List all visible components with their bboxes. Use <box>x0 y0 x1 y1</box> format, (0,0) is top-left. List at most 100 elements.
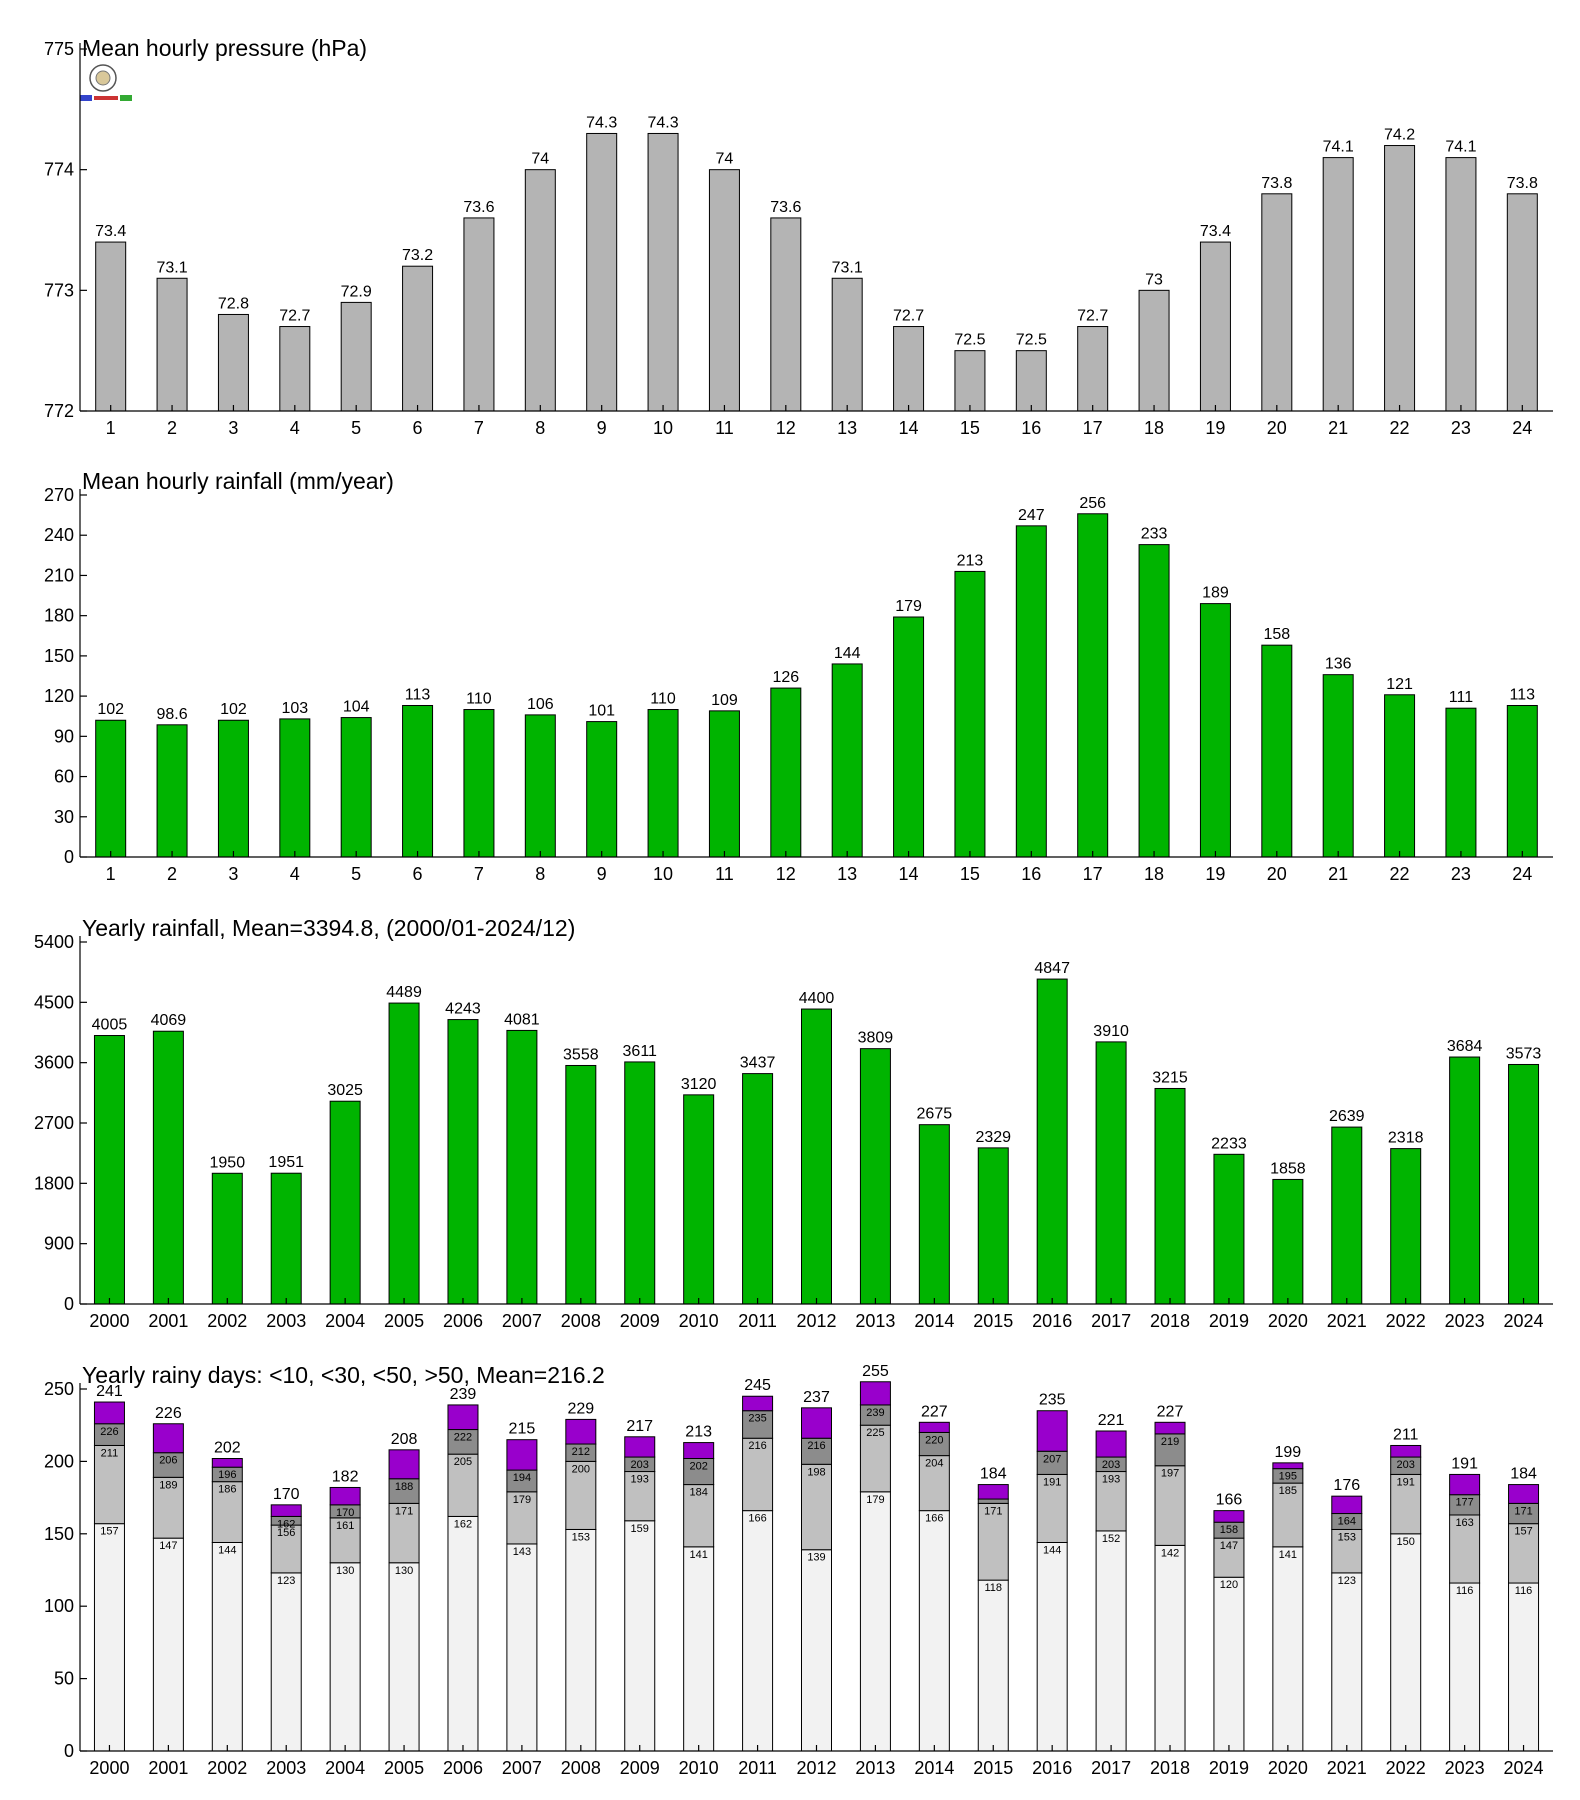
total-label: 227 <box>1157 1403 1184 1420</box>
bar <box>1077 513 1109 858</box>
bar <box>742 1073 774 1305</box>
bar <box>918 1124 950 1305</box>
stack-segment <box>624 1471 656 1522</box>
stack-segment <box>565 1418 597 1445</box>
total-label: 255 <box>862 1363 889 1380</box>
pressure-title: Mean hourly pressure (hPa) <box>82 35 367 61</box>
value-label: 110 <box>650 691 676 708</box>
x-tick-label: 2015 <box>973 1758 1013 1778</box>
x-tick-label: 22 <box>1390 864 1410 884</box>
y-tick-label: 100 <box>44 1596 74 1616</box>
value-label: 104 <box>343 699 370 716</box>
total-label: 184 <box>980 1466 1007 1483</box>
segment-label: 239 <box>866 1407 884 1419</box>
x-tick-label: 5 <box>351 418 361 438</box>
x-tick-label: 2016 <box>1032 1311 1072 1331</box>
stack-segment <box>1508 1582 1540 1752</box>
stack-segment <box>801 1437 832 1465</box>
value-label: 4847 <box>1034 960 1070 977</box>
bar <box>708 710 740 858</box>
y-tick-label: 772 <box>44 401 74 421</box>
segment-label: 153 <box>1338 1531 1356 1543</box>
y-tick-label: 2700 <box>34 1113 74 1133</box>
bar <box>1095 1041 1127 1305</box>
x-tick-label: 17 <box>1083 864 1103 884</box>
segment-label: 203 <box>1397 1459 1415 1471</box>
x-tick-label: 2009 <box>620 1311 660 1331</box>
segment-label: 162 <box>277 1518 295 1530</box>
stack-segment <box>801 1463 832 1551</box>
stack-segment <box>270 1504 302 1517</box>
stack-segment <box>1449 1473 1481 1496</box>
value-label: 110 <box>466 691 492 708</box>
x-tick-label: 24 <box>1512 418 1532 438</box>
value-label: 74.3 <box>647 114 678 131</box>
x-tick-label: 2020 <box>1268 1758 1308 1778</box>
segment-label: 147 <box>1220 1540 1238 1552</box>
total-label: 184 <box>1510 1466 1537 1483</box>
y-tick-label: 210 <box>44 565 74 585</box>
rainy-days-panel: Yearly rainy days: <10, <30, <50, >50, M… <box>44 1362 1553 1778</box>
x-tick-label: 13 <box>837 864 857 884</box>
stack-segment <box>977 1498 1009 1504</box>
segment-label: 120 <box>1220 1579 1238 1591</box>
stack-segment <box>1213 1510 1245 1523</box>
value-label: 73.6 <box>463 199 494 216</box>
x-tick-label: 19 <box>1205 864 1225 884</box>
bar <box>893 326 925 412</box>
y-tick-label: 5400 <box>34 932 74 952</box>
bar <box>1506 704 1538 858</box>
bar <box>954 570 986 858</box>
segment-label: 171 <box>1514 1505 1532 1517</box>
bar <box>95 241 127 412</box>
stack-segment <box>565 1528 597 1752</box>
bar <box>586 721 618 858</box>
segment-label: 177 <box>1455 1497 1473 1509</box>
total-label: 199 <box>1275 1444 1302 1461</box>
value-label: 72.5 <box>954 332 985 349</box>
bar <box>217 313 249 412</box>
x-tick-label: 2015 <box>973 1311 1013 1331</box>
x-tick-label: 2018 <box>1150 1758 1190 1778</box>
x-tick-label: 10 <box>653 864 673 884</box>
x-tick-label: 22 <box>1390 418 1410 438</box>
bar <box>270 1172 302 1305</box>
total-label: 208 <box>391 1431 418 1448</box>
stack-segment <box>1390 1533 1422 1752</box>
bar <box>586 132 618 412</box>
bar <box>708 169 740 412</box>
x-tick-label: 2002 <box>207 1311 247 1331</box>
stack-segment <box>801 1549 832 1752</box>
y-tick-label: 0 <box>64 1294 74 1314</box>
bar <box>340 301 372 412</box>
value-label: 256 <box>1079 495 1106 512</box>
segment-label: 144 <box>218 1544 236 1556</box>
x-tick-label: 14 <box>899 864 919 884</box>
stack-segment <box>683 1546 715 1752</box>
x-tick-label: 15 <box>960 418 980 438</box>
segment-label: 191 <box>1043 1476 1061 1488</box>
x-tick-label: 20 <box>1267 864 1287 884</box>
stack-segment <box>859 1491 891 1752</box>
stack-segment <box>1213 1576 1245 1752</box>
stack-segment <box>152 1537 184 1752</box>
stack-segment <box>683 1442 715 1460</box>
value-label: 72.7 <box>279 308 310 325</box>
value-label: 73.8 <box>1507 175 1538 192</box>
value-label: 73.2 <box>402 247 433 264</box>
x-tick-label: 2012 <box>796 1311 836 1331</box>
segment-label: 171 <box>984 1505 1002 1517</box>
x-tick-label: 2014 <box>914 1758 954 1778</box>
x-tick-label: 2021 <box>1327 1311 1367 1331</box>
bar <box>1036 978 1068 1305</box>
x-tick-label: 14 <box>899 418 919 438</box>
value-label: 74.1 <box>1323 139 1354 156</box>
value-label: 74 <box>531 151 549 168</box>
x-tick-label: 1 <box>106 418 116 438</box>
stack-segment <box>742 1410 774 1439</box>
x-tick-label: 2024 <box>1504 1311 1544 1331</box>
y-tick-label: 240 <box>44 525 74 545</box>
bar <box>152 1030 184 1305</box>
hourly-rainfall-title: Mean hourly rainfall (mm/year) <box>82 468 394 494</box>
bar <box>1138 544 1170 858</box>
